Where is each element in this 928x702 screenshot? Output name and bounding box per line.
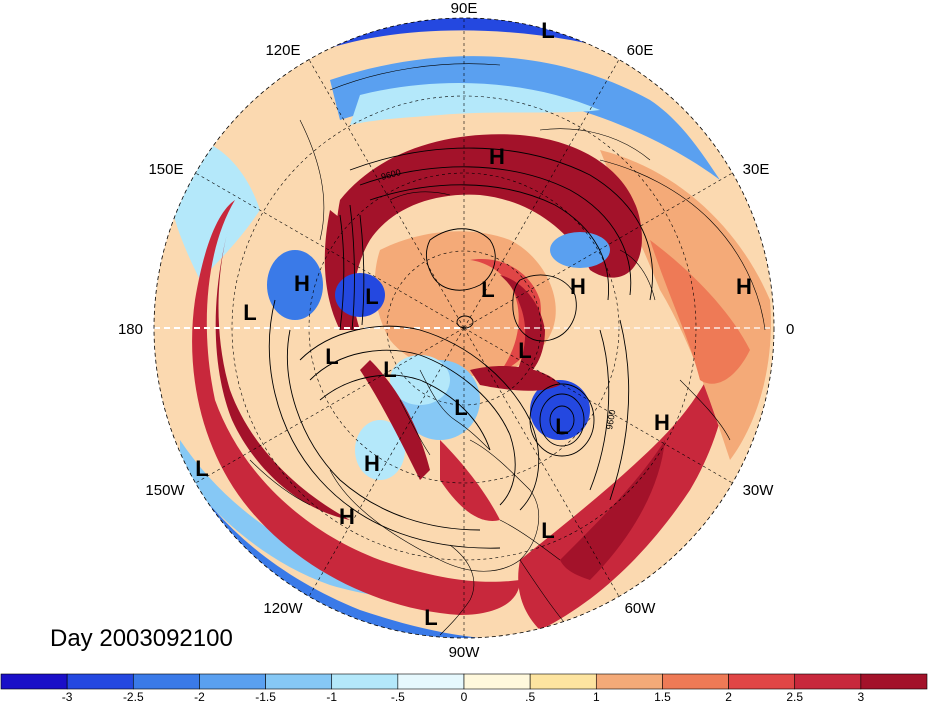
lon-label-60e: 60E xyxy=(627,42,654,59)
colorbar-tick-label: -1 xyxy=(326,690,337,702)
colorbar-swatch xyxy=(331,673,399,690)
colorbar-tick-label: 2.5 xyxy=(786,690,803,702)
pressure-center: L xyxy=(454,395,467,420)
pressure-center: L xyxy=(424,605,437,630)
longitude-labels: 90E 60E 30E 0 30W 60W 90W 120W 150W 180 … xyxy=(118,0,794,661)
colorbar-tick-label: 1 xyxy=(593,690,600,702)
map-boundary xyxy=(153,17,775,639)
colorbar-swatch xyxy=(794,673,862,690)
pressure-centers: L H H L L H H L L L L L L H H L H L L xyxy=(195,18,752,630)
pressure-center: L xyxy=(518,338,531,363)
colorbar-tick-label: 1.5 xyxy=(654,690,671,702)
colorbar-swatch xyxy=(860,673,928,690)
meridian-line xyxy=(308,327,465,597)
colorbar-swatch xyxy=(728,673,796,690)
meridian-line xyxy=(463,327,620,597)
anomaly-positive-west-arc xyxy=(192,200,520,615)
colorbar-tick-label: -2 xyxy=(194,690,205,702)
lon-label-90e: 90E xyxy=(451,0,478,17)
colorbar-swatch xyxy=(132,673,200,690)
lon-label-120w: 120W xyxy=(263,600,303,617)
pressure-center: L xyxy=(365,284,378,309)
meridian-lines xyxy=(195,18,733,638)
pressure-center: L xyxy=(481,277,494,302)
lon-label-30w: 30W xyxy=(743,482,775,499)
meridian-line xyxy=(195,172,465,329)
pressure-center: L xyxy=(383,357,396,382)
colorbar-swatch xyxy=(265,673,333,690)
pressure-center: H xyxy=(570,274,586,299)
lon-label-90w: 90W xyxy=(449,644,481,661)
anomaly-strong-southeast xyxy=(560,440,665,580)
colorbar-tick-label: .5 xyxy=(525,690,535,702)
lon-label-150w: 150W xyxy=(145,482,185,499)
colorbar-labels: -3 -2.5 -2 -1.5 -1 -.5 0 .5 1 1.5 2 2.5 3 xyxy=(62,690,865,702)
colorbar-tick-label: -1.5 xyxy=(255,690,276,702)
colorbar-swatch xyxy=(397,673,465,690)
pressure-center: L xyxy=(541,18,554,43)
anomaly-strong-north-ring xyxy=(335,134,642,320)
colorbar-tick-label: 0 xyxy=(461,690,468,702)
pressure-center: L xyxy=(541,518,554,543)
anomaly-streak-3 xyxy=(470,365,560,391)
pressure-center: L xyxy=(325,344,338,369)
colorbar-swatch xyxy=(662,673,729,690)
height-contours xyxy=(268,147,653,549)
anomaly-warm-east-core xyxy=(650,240,750,384)
colorbar-tick-label: -.5 xyxy=(391,690,405,702)
pressure-center: L xyxy=(243,300,256,325)
pressure-center: L xyxy=(195,456,208,481)
meridian-line xyxy=(463,59,620,329)
pressure-center: H xyxy=(654,410,670,435)
meridian-line xyxy=(195,327,465,484)
meridian-line xyxy=(463,172,733,329)
colorbar-swatch xyxy=(0,673,68,690)
colorbar-tick-label: -2.5 xyxy=(123,690,144,702)
anomaly-streak-2 xyxy=(440,440,500,521)
colorbar-tick-label: -3 xyxy=(62,690,73,702)
anomaly-strong-west-arc xyxy=(215,230,350,520)
colorbar-swatch xyxy=(595,673,663,690)
lon-label-60w: 60W xyxy=(625,600,657,617)
colorbar-tick-label: 3 xyxy=(858,690,865,702)
lon-label-180: 180 xyxy=(118,321,143,338)
anomaly-negative-pocket-4 xyxy=(550,232,610,268)
lon-label-0: 0 xyxy=(786,321,794,338)
colorbar-swatch xyxy=(199,673,266,690)
pressure-center: H xyxy=(736,274,752,299)
meridian-line xyxy=(463,327,733,484)
anomaly-negative-pocket-3 xyxy=(530,380,590,440)
lon-label-150e: 150E xyxy=(148,161,183,178)
contour-label: 9600 xyxy=(604,409,617,430)
colorbar-tick-label: 2 xyxy=(725,690,732,702)
meridian-line xyxy=(308,59,465,329)
anomaly-streak-1 xyxy=(360,360,430,480)
anomaly-polar-core xyxy=(470,259,541,372)
pressure-center: H xyxy=(294,271,310,296)
anomaly-negative-pocket-7 xyxy=(355,420,405,480)
pressure-center: H xyxy=(364,451,380,476)
anomaly-weak-north xyxy=(350,83,600,125)
day-title: Day 2003092100 xyxy=(50,625,233,652)
anomaly-negative-pocket-1 xyxy=(335,273,385,317)
colorbar-swatch xyxy=(463,673,531,690)
lon-label-30e: 30E xyxy=(743,161,770,178)
anomaly-negative-pocket-2 xyxy=(267,250,323,320)
pressure-center: L xyxy=(555,414,568,439)
pressure-center: H xyxy=(339,504,355,529)
pressure-center: H xyxy=(489,144,505,169)
colorbar-swatch xyxy=(529,673,597,690)
lon-label-120e: 120E xyxy=(265,42,300,59)
colorbar xyxy=(0,673,928,690)
anomaly-polar-strong xyxy=(500,275,545,385)
colorbar-swatch xyxy=(66,673,134,690)
